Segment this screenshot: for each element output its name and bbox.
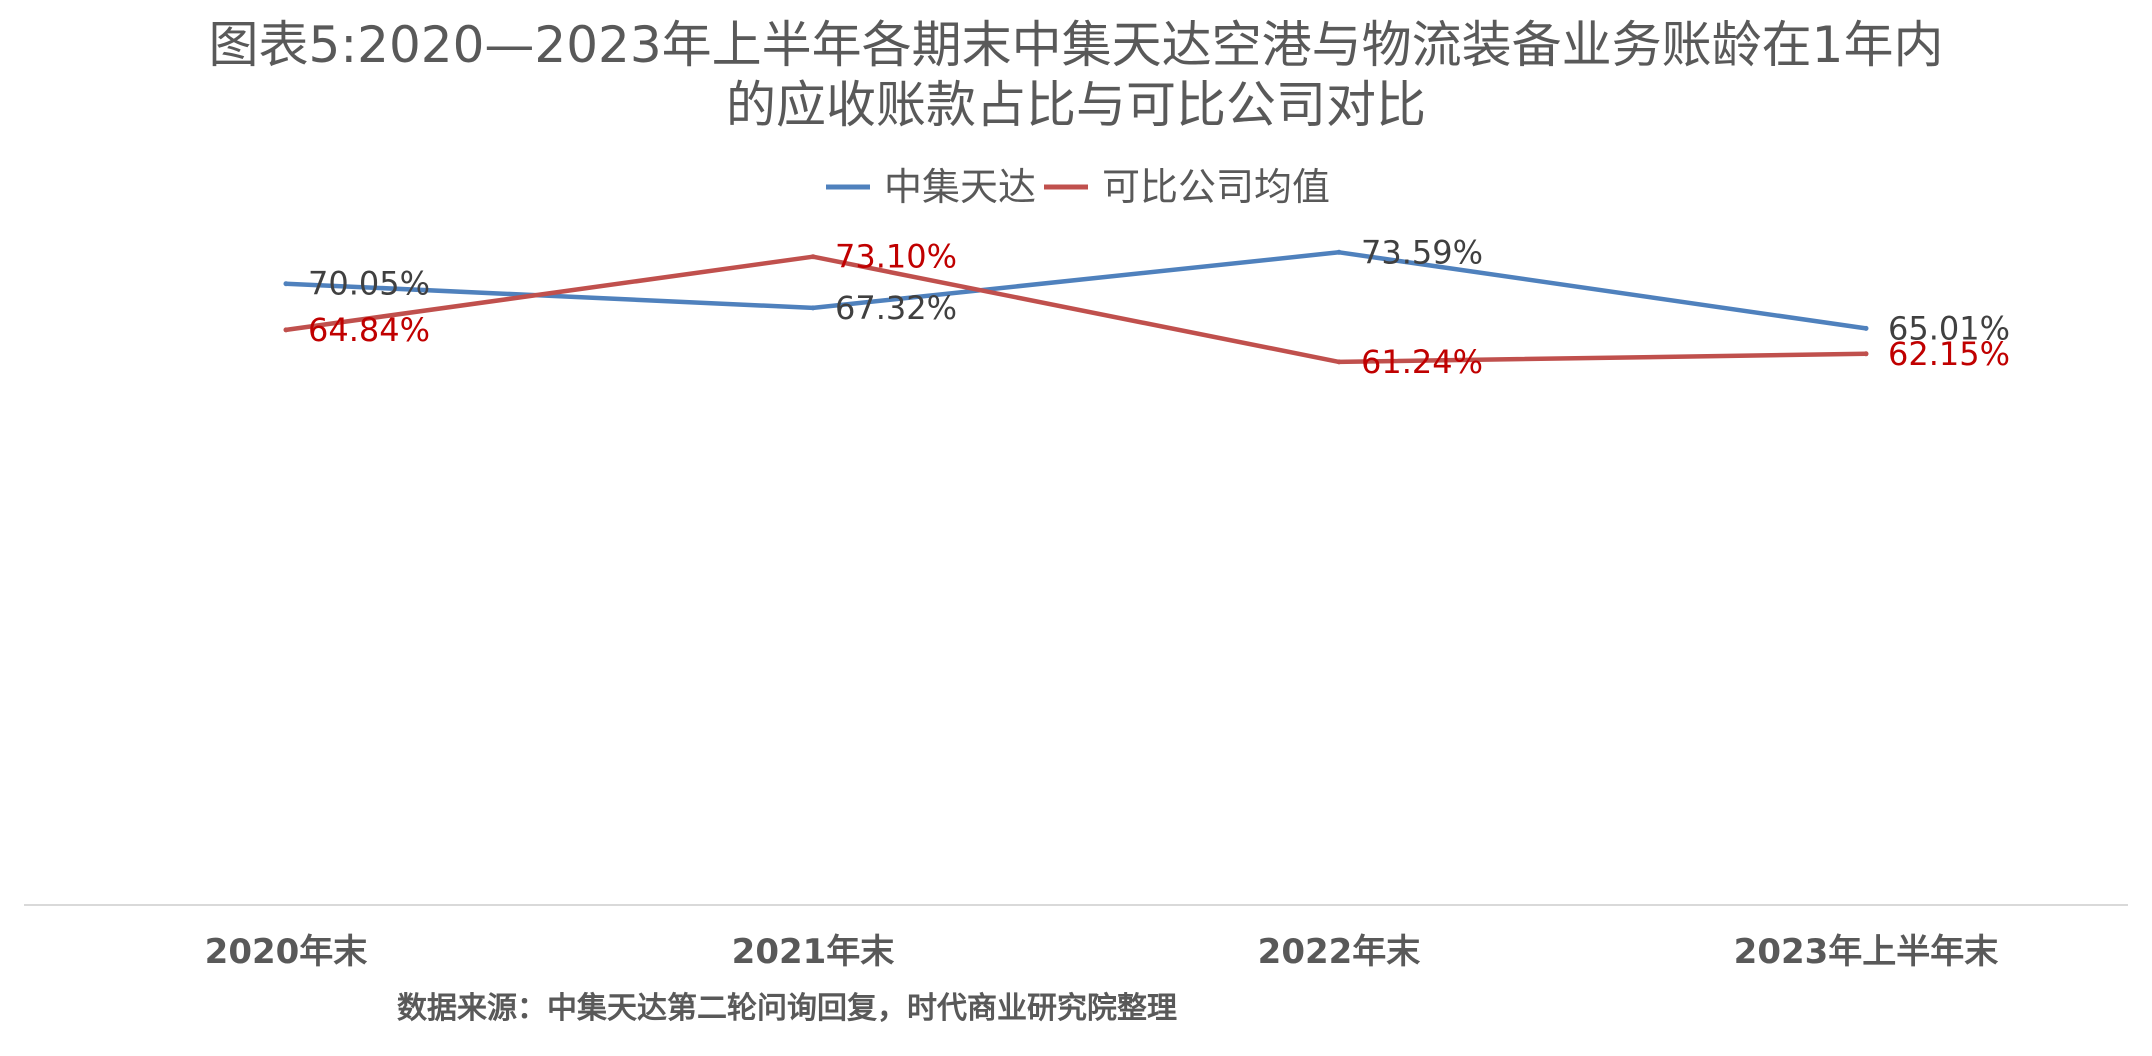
x-tick-label: 2022年末 <box>1258 932 1421 972</box>
data-point <box>283 327 289 333</box>
data-point <box>810 305 816 311</box>
data-point <box>810 254 816 260</box>
data-point <box>1863 325 1869 331</box>
data-point <box>1336 249 1342 255</box>
series-line-2 <box>283 254 1869 365</box>
data-label: 61.24% <box>1361 343 1483 381</box>
legend: 中集天达 可比公司均值 <box>826 165 1330 209</box>
data-label: 62.15% <box>1888 335 2010 373</box>
legend-label-2: 可比公司均值 <box>1102 165 1330 209</box>
data-label: 65.01% <box>1888 309 2010 347</box>
data-label: 73.59% <box>1361 233 1483 271</box>
x-tick-labels: 2020年末 2021年末 2022年末 2023年上半年末 <box>205 932 1999 972</box>
x-tick-label: 2023年上半年末 <box>1734 932 1999 972</box>
data-label: 67.32% <box>835 289 957 327</box>
data-point <box>283 281 289 287</box>
data-label: 64.84% <box>308 311 430 349</box>
data-labels: 70.05% 67.32% 73.59% 65.01% 64.84% 73.10% 61.2… <box>308 233 2010 381</box>
legend-label-1: 中集天达 <box>884 165 1036 209</box>
chart-title-line-2: 的应收账款占比与可比公司对比 <box>726 76 1426 134</box>
series-layer <box>283 249 1869 365</box>
chart-title-line-1: 图表5:2020—2023年上半年各期末中集天达空港与物流装备业务账龄在1年内 <box>209 16 1944 74</box>
data-point <box>1863 351 1869 357</box>
data-label: 73.10% <box>835 238 957 276</box>
source-note: 数据来源：中集天达第二轮问询回复，时代商业研究院整理 <box>397 991 1177 1026</box>
series-line-1 <box>283 250 1869 331</box>
x-tick-label: 2020年末 <box>205 932 368 972</box>
data-label: 70.05% <box>308 265 430 303</box>
data-point <box>1336 359 1342 365</box>
x-tick-label: 2021年末 <box>732 932 895 972</box>
